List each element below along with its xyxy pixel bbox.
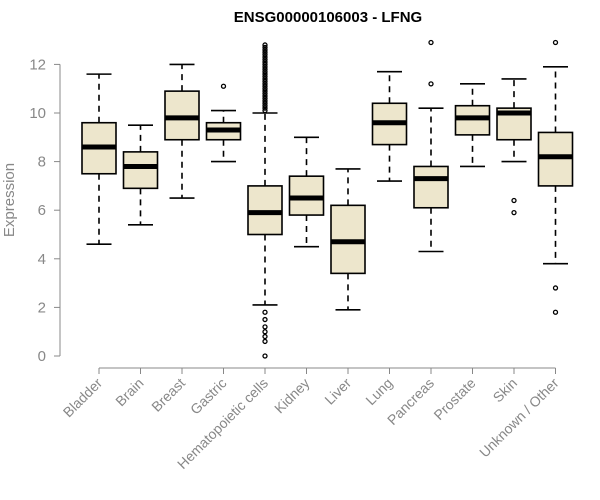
box-group: [288, 136, 325, 248]
box-iqr: [122, 151, 159, 190]
box-group: [247, 42, 283, 359]
outlier-point: [262, 338, 268, 345]
y-tick-label: 10: [29, 105, 46, 122]
box-iqr: [413, 165, 449, 209]
outlier-point: [262, 93, 268, 99]
outlier-point: [262, 44, 268, 51]
outlier-point: [262, 49, 268, 55]
y-axis: 0 2 4 6 8 10 12: [29, 56, 61, 365]
outlier-point: [262, 66, 268, 72]
box-group: [81, 73, 117, 246]
outlier-point: [262, 316, 268, 323]
outlier-point: [511, 209, 517, 216]
outlier-point: [262, 309, 268, 315]
outlier-point: [262, 76, 268, 82]
outlier-point: [262, 107, 268, 114]
box-group: [371, 70, 408, 182]
x-tick-label: Skin: [490, 375, 521, 406]
outlier-point: [262, 83, 268, 89]
outlier-point: [552, 309, 559, 315]
y-tick-label: 12: [29, 56, 46, 73]
outlier-point: [262, 95, 268, 102]
outlier-point: [262, 103, 268, 109]
box-group: [330, 168, 366, 311]
x-tick-label: Prostate: [430, 375, 478, 423]
box-group: [122, 124, 159, 226]
outlier-point: [262, 61, 268, 68]
outlier-point: [262, 64, 268, 70]
outlier-point: [262, 329, 268, 335]
y-tick-label: 0: [38, 348, 46, 365]
outlier-point: [262, 78, 268, 85]
outlier-point: [262, 47, 268, 53]
box-group: [496, 78, 532, 216]
outlier-point: [428, 81, 434, 87]
outlier-point: [428, 39, 434, 46]
outlier-point: [262, 324, 268, 330]
outlier-point: [220, 83, 227, 89]
outlier-point: [262, 86, 268, 92]
y-tick-label: 6: [38, 202, 46, 219]
outlier-point: [262, 54, 268, 60]
x-tick-label: Kidney: [271, 375, 313, 417]
outlier-point: [262, 88, 268, 94]
outlier-point: [262, 353, 268, 359]
x-tick-label: Bladder: [60, 375, 106, 421]
box-group: [413, 39, 449, 253]
outlier-point: [262, 69, 268, 75]
outlier-point: [262, 52, 268, 58]
outlier-point: [262, 90, 268, 97]
outlier-point: [262, 105, 268, 111]
outlier-point: [262, 100, 268, 106]
outlier-point: [262, 81, 268, 87]
outlier-point: [262, 98, 268, 104]
x-tick-label: Unknown / Other: [476, 375, 562, 461]
outlier-point: [262, 59, 268, 65]
outlier-point: [262, 42, 268, 48]
outlier-point: [262, 333, 268, 340]
plot-area: [81, 39, 574, 359]
x-tick-label: Liver: [321, 375, 354, 408]
y-tick-label: 2: [38, 299, 46, 316]
y-tick-label: 4: [38, 251, 46, 268]
box-group: [164, 63, 200, 199]
y-tick-label: 8: [38, 154, 46, 171]
chart-title: ENSG00000106003 - LFNG: [234, 9, 422, 26]
x-tick-label: Brain: [112, 375, 146, 409]
x-tick-label: Lung: [362, 375, 395, 408]
outlier-point: [262, 56, 268, 63]
y-axis-label: Expression: [1, 163, 18, 237]
x-tick-label: Breast: [148, 375, 188, 415]
box-group: [205, 83, 242, 163]
outlier-point: [511, 197, 517, 204]
box-group: [537, 39, 574, 315]
box-group: [454, 83, 491, 168]
outlier-point: [262, 71, 268, 77]
outlier-point: [552, 39, 559, 46]
outlier-point: [552, 285, 559, 291]
outlier-point: [262, 73, 268, 80]
